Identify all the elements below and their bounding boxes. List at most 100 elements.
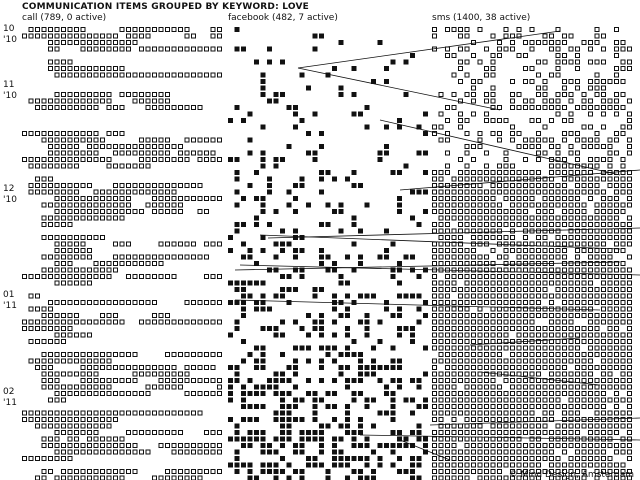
item-square [416,475,422,480]
item-square [416,430,422,435]
item-square [80,274,86,279]
item-square [516,469,522,474]
item-square [601,313,606,318]
item-square [293,345,298,351]
item-square [28,183,34,188]
item-square [575,293,580,299]
item-square [48,176,53,182]
item-square [67,274,73,279]
item-square [423,397,428,403]
item-square [158,410,164,416]
item-square [503,235,509,240]
item-square [516,449,522,455]
item-square [178,72,183,78]
item-square [254,215,259,221]
month-label-feb-2011: 02 '11 [3,387,17,409]
item-square [614,241,619,247]
item-square [403,443,409,448]
item-square [132,183,138,188]
item-square [351,436,357,442]
item-square [338,462,344,468]
item-square [607,319,613,325]
item-square [267,326,272,331]
item-square [267,46,272,52]
item-square [158,365,164,370]
item-square [542,137,548,143]
item-square [458,365,463,370]
item-square [61,300,66,305]
item-square [119,144,125,149]
item-square [620,209,626,214]
item-square [87,92,92,97]
item-square [516,53,522,58]
item-square [126,378,131,383]
month-number: 10 [3,24,15,34]
item-square [503,319,509,325]
item-square [451,189,457,195]
item-square [397,209,402,214]
item-square [217,319,222,325]
item-square [113,189,118,195]
item-square [338,280,344,286]
item-square [542,33,548,39]
item-square [607,423,613,429]
item-square [575,371,580,377]
item-square [410,397,415,403]
item-square [260,469,266,474]
item-square [293,267,298,273]
item-square [178,144,183,149]
item-square [338,85,344,91]
item-square [139,430,144,435]
item-square [48,189,53,195]
item-square [217,46,222,52]
item-square [497,449,502,455]
item-square [568,339,574,344]
item-square [74,449,79,455]
item-square [152,144,157,149]
item-square [510,404,515,409]
item-square [87,267,92,273]
item-square [568,98,574,104]
item-square [306,131,311,136]
item-square [41,215,47,221]
item-square [145,72,151,78]
item-square [620,417,626,422]
item-square [484,287,489,292]
item-square [581,404,587,409]
item-square [126,365,131,370]
item-square [191,150,196,156]
item-square [113,417,118,422]
item-square [562,293,567,299]
item-square [458,397,463,403]
item-square [549,209,554,214]
item-square [35,274,40,279]
item-square [497,423,502,429]
item-square [273,475,279,480]
item-square [516,397,522,403]
item-square [503,365,509,370]
item-square [158,189,164,195]
item-square [575,345,580,351]
item-square [562,391,567,396]
item-square [74,196,79,201]
item-square [471,170,476,175]
item-square [390,241,396,247]
item-square [451,287,457,292]
item-square [432,27,437,32]
item-square [217,430,222,435]
item-square [568,92,574,97]
item-square [620,397,626,403]
item-square [588,144,593,149]
item-square [523,66,528,71]
item-square [594,209,600,214]
item-square [614,280,619,286]
item-square [451,371,457,377]
item-square [523,144,528,149]
item-square [601,404,606,409]
item-square [588,157,593,162]
item-square [549,189,554,195]
item-square [80,267,86,273]
item-square [48,202,53,208]
item-square [371,371,376,377]
item-square [562,462,567,468]
